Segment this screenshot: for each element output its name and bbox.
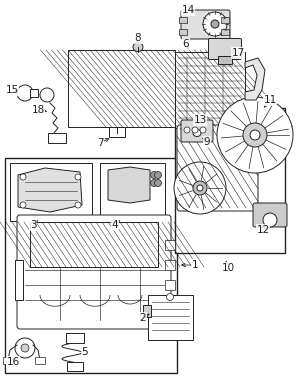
Bar	[165, 280, 175, 290]
Text: 5: 5	[82, 347, 88, 357]
Bar	[143, 305, 151, 317]
Circle shape	[40, 88, 54, 102]
Text: 12: 12	[256, 225, 270, 235]
Text: 15: 15	[5, 85, 19, 95]
Circle shape	[154, 179, 161, 186]
Circle shape	[184, 127, 190, 133]
Text: 9: 9	[204, 137, 210, 147]
Bar	[35, 357, 45, 364]
Bar	[48, 133, 66, 143]
Circle shape	[197, 185, 203, 191]
Bar	[67, 362, 83, 371]
Bar	[148, 295, 193, 340]
FancyBboxPatch shape	[181, 10, 230, 39]
Text: 13: 13	[193, 115, 207, 125]
Circle shape	[150, 171, 157, 179]
FancyBboxPatch shape	[17, 215, 171, 329]
Text: 7: 7	[97, 138, 103, 148]
Bar	[175, 108, 285, 253]
Circle shape	[200, 127, 206, 133]
Bar	[179, 29, 187, 35]
Text: 3: 3	[30, 220, 36, 230]
Circle shape	[21, 344, 29, 352]
Circle shape	[192, 127, 198, 133]
Text: 2: 2	[140, 313, 146, 323]
Circle shape	[15, 338, 35, 358]
Bar	[30, 222, 158, 267]
Circle shape	[217, 97, 293, 173]
Text: 1: 1	[192, 260, 198, 270]
Text: 4: 4	[112, 220, 118, 230]
Text: 17: 17	[231, 48, 245, 58]
Text: 18: 18	[31, 105, 45, 115]
Circle shape	[75, 202, 81, 208]
FancyBboxPatch shape	[177, 125, 258, 211]
Bar	[68, 50, 175, 127]
Bar	[175, 52, 245, 128]
Circle shape	[243, 123, 267, 147]
Bar	[221, 29, 229, 35]
Circle shape	[75, 174, 81, 180]
Ellipse shape	[193, 129, 201, 137]
Circle shape	[211, 20, 219, 28]
Text: 6: 6	[183, 39, 189, 49]
Bar	[218, 56, 232, 64]
Circle shape	[167, 293, 174, 301]
Text: 10: 10	[221, 263, 235, 273]
Circle shape	[20, 202, 26, 208]
FancyBboxPatch shape	[181, 120, 213, 142]
Circle shape	[250, 130, 260, 140]
Bar	[3, 357, 13, 364]
Bar	[100, 163, 165, 215]
Text: 16: 16	[6, 357, 20, 367]
FancyBboxPatch shape	[191, 125, 211, 137]
Bar	[30, 89, 38, 97]
Circle shape	[17, 85, 33, 101]
Text: 8: 8	[135, 33, 141, 43]
Bar	[5, 158, 177, 373]
FancyBboxPatch shape	[209, 38, 241, 60]
Circle shape	[20, 174, 26, 180]
Bar	[10, 163, 92, 221]
Ellipse shape	[133, 42, 143, 52]
Text: 14: 14	[181, 5, 195, 15]
Circle shape	[154, 171, 161, 179]
Polygon shape	[245, 58, 265, 100]
Polygon shape	[108, 167, 150, 203]
Polygon shape	[18, 168, 82, 212]
Bar	[66, 333, 84, 343]
Bar	[109, 127, 125, 137]
Bar	[165, 295, 175, 305]
Circle shape	[263, 213, 277, 227]
Circle shape	[193, 181, 207, 195]
Bar	[221, 17, 229, 23]
Bar	[15, 260, 23, 300]
Bar	[179, 17, 187, 23]
Circle shape	[150, 179, 157, 186]
Text: 11: 11	[263, 95, 277, 105]
Circle shape	[174, 162, 226, 214]
Circle shape	[203, 12, 227, 36]
Bar	[165, 240, 175, 250]
FancyBboxPatch shape	[253, 203, 287, 227]
Bar	[165, 260, 175, 270]
